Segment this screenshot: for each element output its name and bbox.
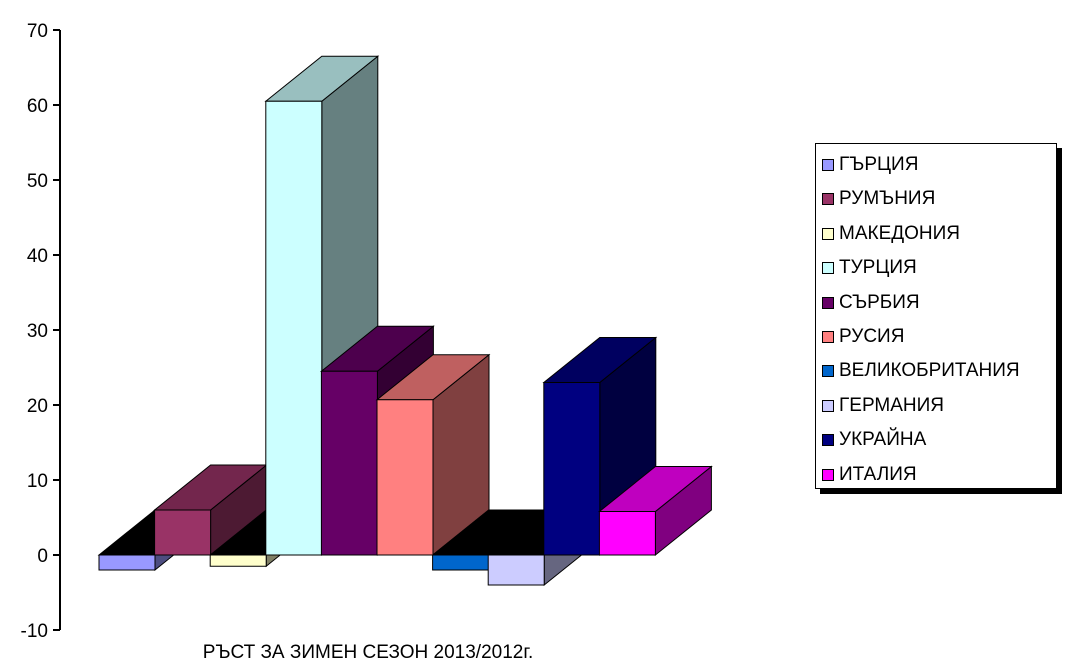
legend-item: ГЪРЦИЯ bbox=[822, 152, 918, 178]
y-tick-label: 70 bbox=[27, 21, 48, 42]
bar-front bbox=[598, 511, 656, 556]
legend-swatch bbox=[822, 193, 834, 206]
y-tick-label: 10 bbox=[27, 471, 48, 492]
bar-front bbox=[376, 399, 434, 556]
legend-label: ГЪРЦИЯ bbox=[839, 154, 919, 175]
bar-2 bbox=[153, 463, 269, 557]
y-tick-label: 40 bbox=[27, 246, 48, 267]
legend-swatch bbox=[822, 227, 834, 240]
legend-swatch bbox=[822, 365, 834, 378]
legend-swatch bbox=[822, 434, 834, 447]
bar-front bbox=[432, 554, 490, 571]
bar-front bbox=[209, 554, 267, 567]
legend-item: СЪРБИЯ bbox=[822, 290, 920, 316]
legend-label: МАКЕДОНИЯ bbox=[839, 222, 960, 244]
y-tick-label: 50 bbox=[27, 171, 48, 192]
legend-label: ГЕРМАНИЯ bbox=[839, 394, 945, 416]
bar-front bbox=[543, 382, 601, 556]
legend-item: МАКЕДОНИЯ bbox=[822, 221, 960, 247]
legend-label: РУМЪНИЯ bbox=[839, 188, 936, 210]
bar-10 bbox=[597, 465, 713, 557]
legend-item: РУМЪНИЯ bbox=[822, 186, 935, 212]
legend-item: УКРАЙНА bbox=[822, 427, 926, 453]
bar-front bbox=[98, 554, 156, 571]
legend-swatch bbox=[822, 331, 834, 343]
x-axis-label: РЪСТ ЗА ЗИМЕН СЕЗОН 2013/2012г. bbox=[203, 642, 533, 663]
legend: ГЪРЦИЯ РУМЪНИЯ МАКЕДОНИЯ ТУРЦИЯ СЪРБИЯ РУСИЯ В… bbox=[815, 143, 1057, 489]
bar-front bbox=[320, 370, 378, 556]
legend-label: ВЕЛИКОБРИТАНИЯ bbox=[839, 360, 1020, 382]
legend-item: ВЕЛИКОБРИТАНИЯ bbox=[822, 358, 1020, 384]
legend-item: РУСИЯ bbox=[822, 324, 904, 350]
legend-swatch bbox=[822, 159, 834, 171]
legend-item: ГЕРМАНИЯ bbox=[822, 393, 944, 419]
legend-swatch bbox=[822, 468, 834, 481]
legend-label: УКРАЙНА bbox=[839, 429, 927, 451]
legend-label: СЪРБИЯ bbox=[839, 291, 920, 313]
legend-item: ТУРЦИЯ bbox=[822, 255, 917, 281]
legend-label: ИТАЛИЯ bbox=[839, 463, 917, 485]
y-tick-label: 60 bbox=[27, 96, 48, 117]
bar-front bbox=[154, 509, 212, 556]
bar-6 bbox=[375, 353, 491, 557]
y-tick-label: 30 bbox=[27, 321, 48, 342]
legend-swatch bbox=[822, 296, 834, 309]
legend-swatch bbox=[822, 399, 834, 412]
bar-front bbox=[265, 100, 323, 556]
y-tick-label: 20 bbox=[27, 396, 48, 417]
bar-front bbox=[487, 554, 545, 586]
y-tick-label: 0 bbox=[37, 546, 48, 567]
legend-label: ТУРЦИЯ bbox=[839, 257, 917, 279]
y-tick-label: -10 bbox=[21, 621, 48, 642]
legend-swatch bbox=[822, 262, 834, 275]
legend-label: РУСИЯ bbox=[839, 326, 905, 347]
legend-item: ИТАЛИЯ bbox=[822, 462, 917, 488]
